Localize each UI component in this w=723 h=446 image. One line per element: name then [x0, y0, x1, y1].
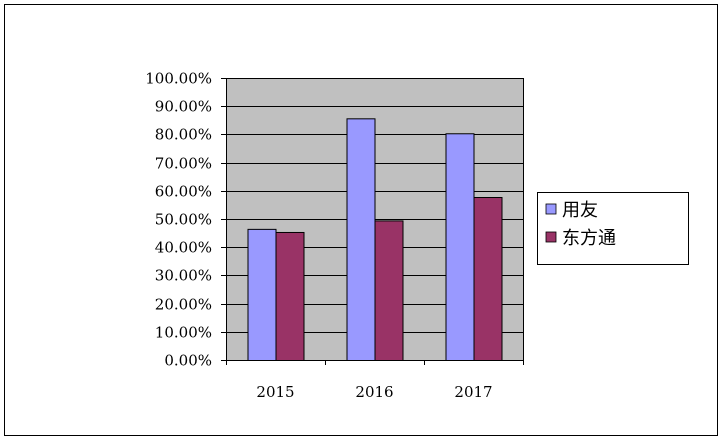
y-tick-label: 50.00% — [155, 211, 212, 229]
bars — [247, 118, 503, 361]
y-tick-label: 70.00% — [155, 155, 212, 173]
y-tick-label: 10.00% — [155, 324, 212, 342]
axes — [226, 78, 524, 365]
y-tick-label: 100.00% — [145, 70, 212, 88]
y-tick-label: 20.00% — [155, 296, 212, 314]
x-category-label: 2016 — [355, 383, 393, 401]
bar-yonyou-2015 — [247, 228, 277, 361]
x-category-label: 2017 — [454, 383, 492, 401]
x-category-label: 2015 — [256, 383, 294, 401]
y-tick-label: 60.00% — [155, 183, 212, 201]
legend-swatch-dongfangtong — [545, 231, 557, 243]
legend-label-dongfangtong: 东方通 — [562, 228, 616, 249]
bar-yonyou-2016 — [346, 118, 376, 361]
y-tick-labels: 0.00% 10.00% 20.00% 30.00% 40.00% 50.00% 60.00… — [145, 70, 212, 370]
legend-label-yonyou: 用友 — [562, 200, 598, 221]
y-tick-label: 40.00% — [155, 239, 212, 257]
legend: 用友 东方通 — [537, 192, 689, 265]
legend-swatch-yonyou — [545, 203, 557, 215]
y-tick-label: 30.00% — [155, 267, 212, 285]
bar-dongfangtong-2015 — [275, 231, 305, 361]
bar-dongfangtong-2017 — [473, 197, 503, 361]
y-tick-label: 90.00% — [155, 98, 212, 116]
bar-dongfangtong-2016 — [374, 220, 404, 361]
x-category-labels: 2015 2016 2017 — [256, 383, 492, 401]
y-tick-label: 0.00% — [164, 352, 212, 370]
legend-box — [537, 192, 689, 265]
y-tick-label: 80.00% — [155, 126, 212, 144]
bar-yonyou-2017 — [445, 133, 475, 361]
